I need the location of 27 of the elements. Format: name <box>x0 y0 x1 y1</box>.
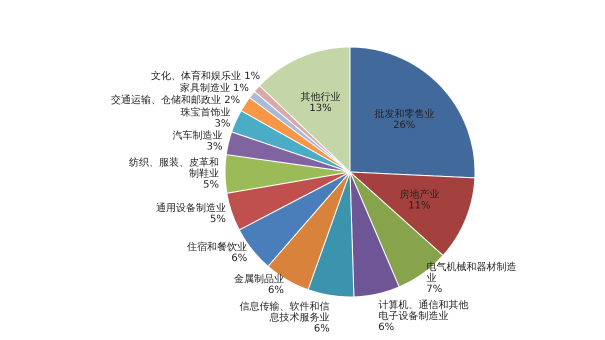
slice-label: 通用设备制造业 <box>156 202 226 214</box>
slice-label: 交通运输、仓储和邮政业 2% <box>111 94 240 106</box>
slice-label: 珠宝首饰业 <box>180 106 230 119</box>
slice-label: 电气机械和器材制造业 <box>426 260 516 284</box>
slice-label: 汽车制造业 <box>172 130 223 142</box>
slice-label: 文化、体育和娱乐业 1% <box>151 70 260 82</box>
data-label: 11% <box>408 200 431 212</box>
slice-label: 住宿和餐饮业 <box>187 241 248 254</box>
data-label: 6% <box>268 285 284 296</box>
data-label: 5% <box>210 214 226 226</box>
data-label: 3% <box>206 142 223 153</box>
data-label: 6% <box>314 323 330 334</box>
slice-label: 批发和零售业 <box>374 108 434 120</box>
slice-label: 家具制造业 1% <box>180 82 249 94</box>
data-label: 6% <box>231 253 248 264</box>
slice-label: 其他行业 <box>300 91 340 104</box>
data-label: 6% <box>378 322 394 333</box>
data-label: 7% <box>426 284 442 295</box>
data-label: 26% <box>393 120 416 132</box>
data-label: 3% <box>214 118 230 130</box>
slice-label: 纺织、服装、皮革和制鞋业 <box>129 156 220 180</box>
data-label: 5% <box>203 180 220 191</box>
slice-label: 计算机、通信和其他电子设备制造业 <box>378 298 468 322</box>
slice-label: 房地产业 <box>399 188 440 200</box>
slice-label: 金属制品业 <box>234 273 284 286</box>
data-label: 13% <box>309 103 332 114</box>
slice-label: 信息传输、软件和信息技术服务业 <box>240 300 330 324</box>
